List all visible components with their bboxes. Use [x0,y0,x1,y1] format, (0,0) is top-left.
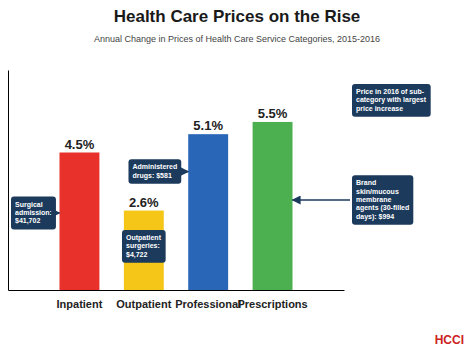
annotation-line: category with largest [356,96,427,104]
annotation-line: $41,702 [15,217,40,225]
x-axis: Inpatient Outpatient ProfessionalPrescript… [9,290,345,310]
data-label: 5.1% [193,118,223,133]
annotation-text: Brand skin/mucousmembraneagents (30-fille… [356,179,409,221]
x-tick-label: Inpatient [57,298,103,310]
annotation: Outpatientsurgeries:$4,722 [122,230,166,263]
subtitle: Annual Change in Prices of Health Care S… [94,34,380,44]
annotations: Surgicaladmission:$41,702 Outpatientsurge… [11,84,431,263]
annotation-line: membrane [356,196,392,203]
bars [59,122,292,290]
annotation-line: admission: [15,209,52,216]
annotation-line: agents (30-filled [356,204,409,212]
annotation-line: skin/mucous [356,188,399,195]
data-label: 5.5% [258,106,288,121]
data-label: 4.5% [65,137,95,152]
data-labels: 4.5% 2.6% 5.1% 5.5% [65,106,288,210]
annotation-box [128,159,181,183]
x-tick: Prescriptions [237,290,307,310]
y-axis [8,71,9,291]
annotation-line: drugs: $581 [132,172,171,180]
annotation-text: Administered drugs: $581 [132,163,177,179]
annotation-box [352,84,431,117]
chart: Health Care Prices on the Rise Annual Cha… [0,0,474,354]
annotation: Surgicaladmission:$41,702 [11,197,56,230]
x-tick: Inpatient [57,290,103,310]
annotation-arrow [56,212,60,214]
annotation: Price in 2016 of sub-category with large… [352,84,431,117]
annotation-box [352,175,413,225]
x-tick: Outpatient [116,290,171,310]
bar [188,134,228,290]
annotation-line: Price in 2016 of sub- [356,88,425,95]
annotation: Administered drugs: $581 [128,159,181,183]
annotation: Brand skin/mucousmembraneagents (30-fille… [352,175,413,225]
annotation-line: $4,722 [126,251,148,259]
y-axis-line [8,71,9,291]
title: Health Care Prices on the Rise [114,7,361,26]
annotation-line: Surgical [15,201,43,209]
x-tick: Professional [175,290,241,310]
data-label: 2.6% [129,195,159,210]
annotation-text: Price in 2016 of sub-category with large… [356,88,427,113]
bar [253,122,293,290]
x-axis-line [9,290,345,291]
annotation-box [11,197,56,230]
annotation-line: Administered [132,163,177,170]
annotation-arrow [293,199,350,201]
x-tick-label: Prescriptions [237,298,307,310]
annotation-box [122,230,166,263]
x-tick-label: Professional [175,298,241,310]
annotation-line: surgeries: [126,242,160,250]
annotation-arrow [181,171,188,173]
annotation-line: Outpatient [126,234,162,242]
x-tick-label: Outpatient [116,298,171,310]
annotation-line: Brand [356,179,376,186]
annotation-line: days): $994 [356,213,394,221]
bar [59,153,99,291]
annotation-text: Outpatientsurgeries:$4,722 [126,234,162,259]
annotation-line: price increase [356,105,403,113]
source: HCCI [435,333,464,347]
annotation-text: Surgicaladmission:$41,702 [15,201,52,226]
